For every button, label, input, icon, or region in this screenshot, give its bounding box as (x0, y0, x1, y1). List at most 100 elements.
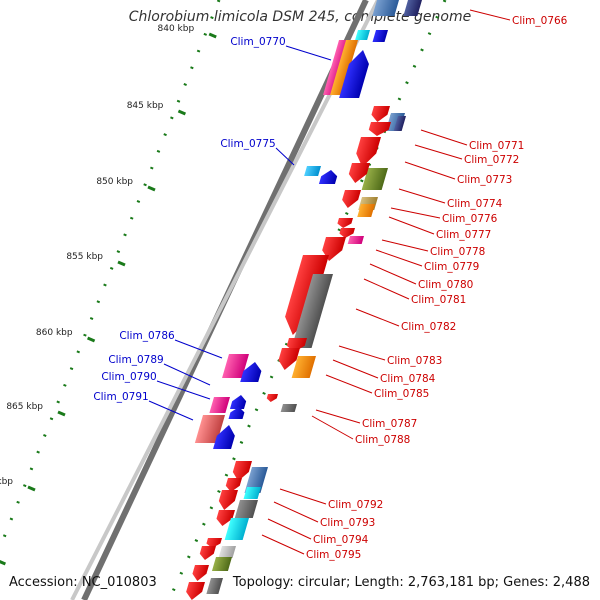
gene-arrow (218, 490, 238, 510)
gene-feature-38 (244, 467, 268, 493)
gene-label-left: Clim_0786 (119, 330, 175, 342)
genome-backbone-shadow (70, 0, 380, 600)
gene-arrow (199, 546, 216, 560)
leader-line (381, 239, 429, 252)
gene-label-left: Clim_0789 (108, 354, 163, 366)
gene-feature-46 (199, 546, 216, 560)
gene-feature-25 (291, 356, 316, 378)
gene-label-right: Clim_0771 (469, 140, 524, 152)
gene-feature-17 (337, 218, 353, 228)
scale-label: 860 kbp (36, 328, 73, 338)
gene-feature-13 (348, 163, 370, 183)
leader-line (285, 45, 332, 61)
gene-label-left: Clim_0775 (220, 138, 275, 150)
gene-arrow (337, 218, 353, 228)
leader-line (275, 147, 295, 166)
gene-label-right: Clim_0766 (512, 15, 568, 27)
gene-arrow (371, 106, 390, 122)
gene-feature-37 (232, 461, 252, 481)
leader-line (279, 488, 327, 505)
gene-box (357, 204, 375, 217)
gene-feature-16 (357, 204, 375, 217)
gene-label-right: Clim_0792 (328, 499, 383, 511)
gene-feature-3 (339, 50, 369, 98)
leader-line (332, 359, 379, 379)
gene-label-right: Clim_0793 (320, 517, 375, 529)
gene-feature-28 (304, 166, 321, 176)
gene-feature-44 (224, 518, 249, 540)
leader-line (174, 339, 223, 359)
accession-text: Accession: NC_010803 (9, 575, 157, 590)
gene-box (280, 404, 297, 412)
leader-line (267, 518, 312, 540)
leader-line (398, 188, 446, 204)
gene-arrow (192, 565, 209, 581)
gene-label-right: Clim_0774 (447, 198, 503, 210)
leader-line (261, 534, 305, 555)
gene-feature-1 (330, 40, 358, 95)
scale-tick (208, 32, 217, 39)
scale-label: 855 kbp (66, 252, 103, 262)
scale-label: 840 kbp (158, 24, 195, 34)
gene-feature-26 (266, 394, 278, 402)
leader-line (355, 308, 400, 327)
gene-feature-34 (228, 407, 245, 419)
gene-box (291, 356, 316, 378)
leader-line (404, 161, 456, 180)
gene-arrow (342, 190, 361, 208)
gene-arrow (186, 582, 205, 600)
scale-tick (147, 185, 156, 192)
gene-arrow (225, 478, 242, 492)
gene-feature-4 (372, 30, 388, 42)
gene-label-right: Clim_0777 (436, 229, 491, 241)
gene-box (403, 0, 422, 16)
gene-label-right: Clim_0787 (362, 418, 417, 430)
gene-feature-47 (218, 546, 236, 558)
gene-feature-45 (206, 538, 222, 548)
leader-line (273, 501, 319, 523)
gene-box (224, 518, 249, 540)
scale-tick (27, 485, 36, 492)
gene-label-right: Clim_0784 (380, 373, 436, 385)
gene-label-left: Clim_0770 (230, 36, 285, 48)
gene-feature-12 (361, 168, 388, 190)
gene-label-right: Clim_0778 (430, 246, 485, 258)
leader-line (390, 207, 441, 219)
gene-feature-41 (243, 487, 261, 499)
leader-line (325, 374, 373, 394)
gene-box (291, 274, 333, 348)
gene-label-right: Clim_0782 (401, 321, 456, 333)
gene-feature-14 (342, 190, 361, 208)
leader-line (414, 144, 463, 160)
leader-line (363, 278, 410, 300)
gene-box (355, 30, 370, 40)
gene-label-left: Clim_0790 (101, 371, 156, 383)
gene-feature-24 (278, 348, 300, 370)
leader-line (375, 249, 423, 267)
gene-feature-6 (403, 0, 422, 16)
gene-arrow (206, 538, 222, 548)
gene-arrow (339, 50, 369, 98)
gene-box (330, 40, 358, 95)
gene-arrow (368, 122, 391, 136)
scale-tick (57, 410, 66, 417)
gene-arrow (232, 461, 252, 481)
gene-label-right: Clim_0794 (313, 534, 369, 546)
gene-label-right: Clim_0785 (374, 388, 429, 400)
gene-feature-33 (229, 395, 247, 409)
gene-feature-29 (318, 170, 338, 184)
gene-label-right: Clim_0781 (411, 294, 466, 306)
gene-feature-31 (240, 362, 262, 382)
gene-arrow (339, 228, 355, 238)
gene-feature-48 (211, 557, 232, 571)
gene-box (244, 467, 268, 493)
gene-box (361, 168, 388, 190)
gene-arrow (240, 362, 262, 382)
gene-feature-22 (291, 274, 333, 348)
forward-strand-ticks (0, 0, 221, 552)
gene-feature-42 (234, 500, 258, 518)
gene-arrow (348, 163, 370, 183)
gene-feature-39 (225, 478, 242, 492)
